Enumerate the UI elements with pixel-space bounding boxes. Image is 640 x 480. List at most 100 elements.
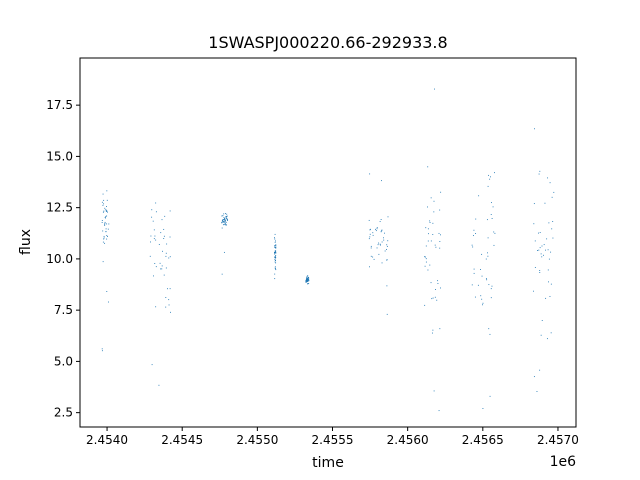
data-point: [490, 297, 492, 299]
data-point: [372, 256, 374, 258]
data-point: [101, 348, 103, 350]
x-tick-label: 2.4565: [462, 433, 504, 447]
data-point: [482, 302, 484, 304]
data-point: [165, 306, 167, 308]
data-point: [308, 279, 310, 281]
data-point: [307, 275, 309, 277]
data-point: [433, 211, 435, 213]
data-point: [424, 304, 426, 306]
data-point: [386, 313, 388, 315]
data-point: [376, 228, 378, 230]
data-point: [160, 268, 162, 270]
data-point: [221, 220, 223, 222]
x-offset-label: 1e6: [550, 454, 577, 470]
data-point: [105, 215, 107, 217]
data-point: [539, 232, 541, 234]
data-point: [550, 283, 552, 285]
data-point: [439, 209, 441, 211]
data-point: [152, 220, 154, 222]
data-point: [103, 199, 105, 201]
data-point: [163, 274, 165, 276]
data-point: [158, 384, 160, 386]
data-point: [223, 221, 225, 223]
data-point: [150, 241, 151, 243]
data-point: [537, 250, 538, 251]
data-point: [274, 256, 275, 258]
data-point: [222, 215, 224, 217]
data-point: [104, 207, 106, 209]
data-point: [275, 247, 277, 249]
data-point: [274, 256, 276, 258]
data-point: [306, 280, 308, 282]
data-point: [380, 231, 382, 233]
data-point: [224, 222, 226, 224]
data-point: [163, 235, 165, 237]
data-point: [275, 247, 277, 249]
data-point: [274, 237, 275, 239]
data-point: [474, 296, 476, 298]
data-point: [275, 255, 277, 257]
data-point: [274, 259, 276, 261]
data-point: [106, 223, 108, 225]
data-point: [226, 224, 228, 226]
data-point: [105, 228, 107, 230]
data-point: [104, 217, 106, 218]
data-point: [168, 299, 170, 301]
data-point: [430, 282, 432, 284]
data-point: [425, 227, 427, 229]
data-point: [372, 234, 374, 236]
data-point: [432, 234, 434, 235]
data-point: [101, 221, 103, 223]
data-point: [541, 245, 543, 247]
data-point: [106, 190, 108, 192]
data-point: [104, 209, 106, 211]
data-point: [438, 232, 440, 234]
data-point: [274, 241, 276, 243]
data-point: [486, 219, 488, 221]
data-point: [223, 220, 225, 222]
data-point: [373, 258, 375, 260]
data-point: [480, 269, 481, 270]
data-point: [307, 280, 309, 282]
data-point: [534, 266, 536, 268]
data-point: [153, 229, 155, 231]
data-point: [154, 263, 156, 264]
data-point: [544, 202, 546, 204]
data-point: [105, 209, 107, 211]
data-point: [101, 220, 103, 221]
data-point: [434, 244, 436, 246]
y-tick-label: 10.0: [46, 252, 73, 266]
data-point: [274, 267, 276, 269]
data-segment: [274, 233, 277, 280]
data-point: [170, 311, 171, 313]
data-point: [475, 218, 477, 220]
data-point: [169, 256, 171, 258]
data-point: [308, 280, 310, 282]
data-point: [106, 291, 108, 292]
data-point: [169, 236, 171, 238]
data-point: [383, 239, 385, 241]
data-point: [536, 391, 538, 392]
data-point: [539, 247, 541, 249]
data-point: [369, 173, 371, 175]
data-point: [425, 258, 427, 260]
data-point: [368, 238, 370, 240]
data-point: [494, 232, 496, 234]
data-point: [275, 269, 277, 271]
data-point: [437, 283, 439, 284]
data-point: [221, 215, 223, 217]
data-point: [493, 231, 495, 233]
data-point: [370, 245, 372, 247]
data-point: [534, 240, 536, 242]
x-tick-label: 2.4550: [236, 433, 278, 447]
data-point: [225, 216, 227, 218]
data-point: [490, 176, 491, 178]
data-point: [487, 237, 489, 239]
data-point: [472, 235, 474, 237]
data-point: [440, 234, 441, 236]
data-segment: [368, 173, 389, 315]
data-point: [424, 256, 426, 258]
data-point: [547, 177, 549, 179]
data-point: [102, 211, 104, 213]
data-point: [372, 232, 374, 234]
